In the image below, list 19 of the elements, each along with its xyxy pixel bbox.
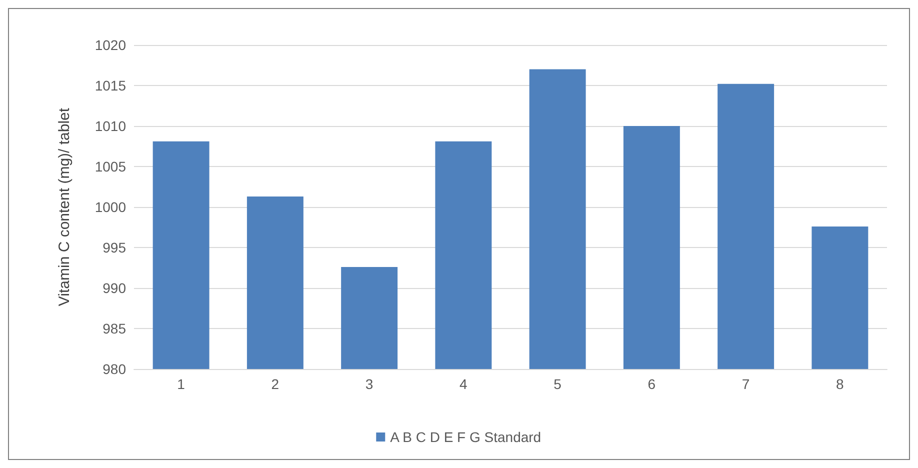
x-tick-label: 1	[177, 376, 186, 392]
x-tick-label: 4	[460, 376, 468, 392]
y-tick-label: 1020	[94, 37, 126, 53]
y-tick-label: 980	[102, 361, 126, 377]
y-tick-label: 990	[102, 280, 126, 296]
x-tick-label: 2	[271, 376, 280, 392]
legend-label: A B C D E F G Standard	[390, 429, 542, 445]
x-tick-label: 3	[365, 376, 374, 392]
y-tick-label: 1010	[94, 118, 126, 134]
x-tick-label: 8	[836, 376, 844, 392]
y-tick-label: 985	[102, 320, 126, 336]
y-axis-title: Vitamin C content (mg)/ tablet	[56, 107, 73, 306]
x-tick-label: 5	[554, 376, 562, 392]
y-tick-label: 1015	[94, 78, 126, 94]
x-tick-label: 6	[648, 376, 656, 392]
y-tick-label: 1005	[94, 158, 126, 174]
y-tick-label: 1000	[94, 199, 126, 215]
y-tick-label: 995	[102, 240, 126, 256]
x-tick-label: 7	[742, 376, 750, 392]
